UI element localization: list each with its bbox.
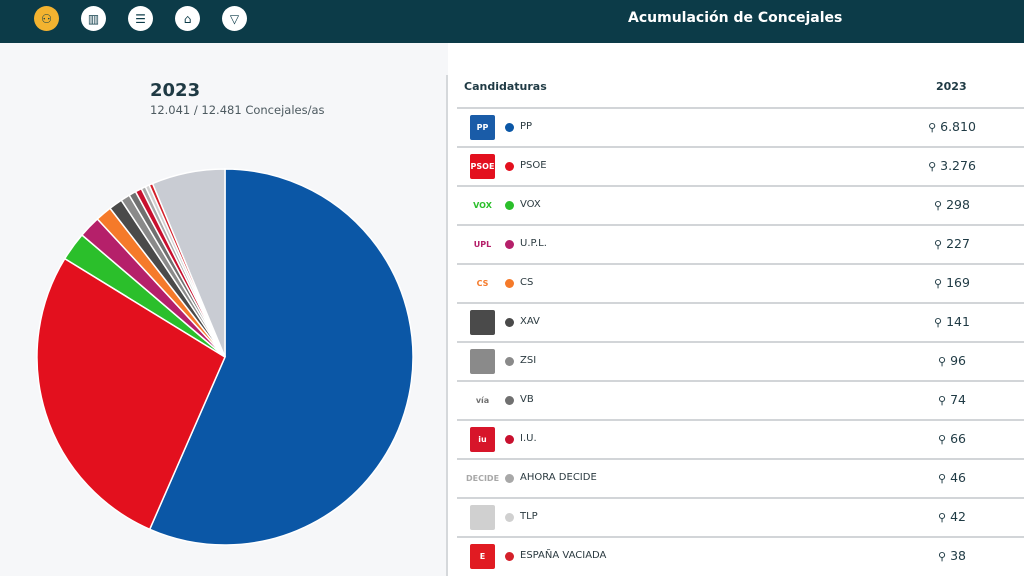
party-logo: DECIDE xyxy=(465,474,500,483)
table-row: DECIDE AHORA DECIDE ⚲ 46 xyxy=(457,458,1024,497)
party-name: PP xyxy=(520,121,533,132)
party-logo xyxy=(470,505,495,530)
party-name: CS xyxy=(520,277,534,288)
person-icon: ⚲ xyxy=(928,121,937,134)
seat-count: ⚲ 227 xyxy=(934,236,970,251)
table-row: VOX VOX ⚲ 298 xyxy=(457,185,1024,224)
seat-count: ⚲ 38 xyxy=(938,548,966,563)
seat-count: ⚲ 42 xyxy=(938,509,966,524)
party-color-dot xyxy=(505,279,514,288)
party-name: I.U. xyxy=(520,433,537,444)
pie-chart xyxy=(36,168,414,546)
person-icon: ⚲ xyxy=(938,394,947,407)
table-row: XAV ⚲ 141 xyxy=(457,302,1024,341)
seat-count: ⚲ 6.810 xyxy=(928,119,976,134)
party-logo: iu xyxy=(470,427,495,452)
party-color-dot xyxy=(505,513,514,522)
table-row: iu I.U. ⚲ 66 xyxy=(457,419,1024,458)
table-row: CS CS ⚲ 169 xyxy=(457,263,1024,302)
party-name: VOX xyxy=(520,199,541,210)
col-header-year: 2023 xyxy=(936,80,967,93)
table-row: TLP ⚲ 42 xyxy=(457,497,1024,536)
table-row: UPL U.P.L. ⚲ 227 xyxy=(457,224,1024,263)
person-icon: ⚲ xyxy=(938,433,947,446)
seat-count: ⚲ 96 xyxy=(938,353,966,368)
people-nav-button[interactable]: ⚇ xyxy=(34,6,59,31)
party-logo: vía xyxy=(475,396,490,405)
party-logo: VOX xyxy=(473,201,492,210)
party-name: PSOE xyxy=(520,160,547,171)
bar-chart-icon: ▥ xyxy=(87,11,100,26)
party-logo: E xyxy=(470,544,495,569)
party-logo: UPL xyxy=(473,240,492,249)
party-name: ZSI xyxy=(520,355,537,366)
party-color-dot xyxy=(505,435,514,444)
seat-count: ⚲ 3.276 xyxy=(928,158,976,173)
party-name: VB xyxy=(520,394,534,405)
divider xyxy=(446,75,448,576)
party-color-dot xyxy=(505,123,514,132)
person-icon: ⚲ xyxy=(934,238,943,251)
chart-year: 2023 xyxy=(150,80,201,101)
party-logo: PP xyxy=(470,115,495,140)
person-icon: ⚲ xyxy=(934,316,943,329)
party-color-dot xyxy=(505,162,514,171)
seat-count: ⚲ 66 xyxy=(938,431,966,446)
person-icon: ⚲ xyxy=(938,550,947,563)
party-color-dot xyxy=(505,240,514,249)
person-icon: ⚲ xyxy=(938,511,947,524)
list-icon: ☰ xyxy=(135,11,146,26)
person-icon: ⚲ xyxy=(934,277,943,290)
party-logo xyxy=(470,310,495,335)
party-name: TLP xyxy=(520,511,538,522)
top-bar: ⚇ ▥ ☰ ⌂ ▽ Acumulación de Concejales xyxy=(0,0,1024,43)
map-spain-icon: ▽ xyxy=(229,11,240,26)
bar-chart-nav-button[interactable]: ▥ xyxy=(81,6,106,31)
table-row: PSOE PSOE ⚲ 3.276 xyxy=(457,146,1024,185)
pie-slice-others[interactable] xyxy=(151,168,226,358)
party-color-dot xyxy=(505,474,514,483)
seat-count: ⚲ 141 xyxy=(934,314,970,329)
party-color-dot xyxy=(505,318,514,327)
table-row: vía VB ⚲ 74 xyxy=(457,380,1024,419)
building-nav-button[interactable]: ⌂ xyxy=(175,6,200,31)
list-nav-button[interactable]: ☰ xyxy=(128,6,153,31)
pie-slice-psoe[interactable] xyxy=(36,257,226,531)
col-header-party: Candidaturas xyxy=(464,80,547,93)
party-color-dot xyxy=(505,552,514,561)
person-icon: ⚲ xyxy=(934,199,943,212)
party-logo: CS xyxy=(476,279,489,288)
party-color-dot xyxy=(505,357,514,366)
party-logo xyxy=(470,349,495,374)
results-table xyxy=(448,43,1024,576)
party-color-dot xyxy=(505,201,514,210)
party-name: U.P.L. xyxy=(520,238,547,249)
party-name: ESPAÑA VACIADA xyxy=(520,550,607,561)
person-icon: ⚲ xyxy=(938,355,947,368)
chart-subtitle: 12.041 / 12.481 Concejales/as xyxy=(150,103,325,117)
person-icon: ⚲ xyxy=(928,160,937,173)
party-color-dot xyxy=(505,396,514,405)
seat-count: ⚲ 74 xyxy=(938,392,966,407)
person-icon: ⚲ xyxy=(938,472,947,485)
seat-count: ⚲ 169 xyxy=(934,275,970,290)
table-row: PP PP ⚲ 6.810 xyxy=(457,107,1024,146)
table-row: E ESPAÑA VACIADA ⚲ 38 xyxy=(457,536,1024,575)
table-row: ZSI ⚲ 96 xyxy=(457,341,1024,380)
party-name: AHORA DECIDE xyxy=(520,472,597,483)
page-title: Acumulación de Concejales xyxy=(628,10,843,26)
people-icon: ⚇ xyxy=(41,11,52,26)
party-name: XAV xyxy=(520,316,540,327)
pie-slice-pp[interactable] xyxy=(148,168,414,546)
seat-count: ⚲ 298 xyxy=(934,197,970,212)
building-icon: ⌂ xyxy=(183,11,192,26)
seat-count: ⚲ 46 xyxy=(938,470,966,485)
party-logo: PSOE xyxy=(470,154,495,179)
map-spain-nav-button[interactable]: ▽ xyxy=(222,6,247,31)
